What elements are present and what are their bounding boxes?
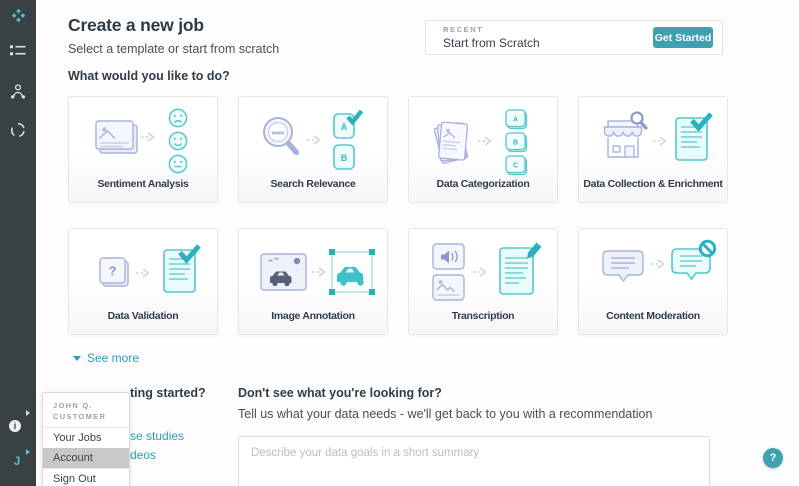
image-annotation-icon bbox=[239, 237, 387, 309]
menu-item-account[interactable]: Account bbox=[43, 448, 129, 468]
user-avatar[interactable]: J bbox=[13, 454, 21, 468]
sidebar: i J bbox=[0, 0, 36, 486]
see-more-link[interactable]: See more bbox=[73, 351, 139, 365]
svg-text:B: B bbox=[341, 153, 348, 163]
recent-item-name: Start from Scratch bbox=[443, 36, 540, 50]
templates-heading: What would you like to do? bbox=[68, 69, 230, 83]
transcription-icon bbox=[409, 237, 557, 309]
flyout-caret-icon bbox=[26, 449, 30, 455]
sidebar-item-workflows[interactable] bbox=[0, 122, 36, 138]
svg-text:A: A bbox=[513, 117, 518, 124]
user-menu-popup: JOHN Q. CUSTOMER Your Jobs Account Sign … bbox=[42, 392, 130, 486]
recent-label: RECENT bbox=[443, 25, 484, 34]
template-grid: Sentiment Analysis www A B bbox=[68, 96, 728, 335]
see-more-label: See more bbox=[87, 351, 140, 365]
card-label: Sentiment Analysis bbox=[97, 178, 189, 190]
menu-item-sign-out[interactable]: Sign Out bbox=[53, 473, 96, 485]
search-relevance-icon: www A B bbox=[239, 105, 387, 177]
chevron-down-icon bbox=[73, 355, 81, 361]
info-glyph: i bbox=[13, 421, 17, 431]
info-icon[interactable]: i bbox=[9, 420, 21, 432]
sidebar-item-contributors[interactable] bbox=[0, 84, 36, 99]
card-label: Transcription bbox=[451, 310, 515, 322]
svg-text:www: www bbox=[271, 131, 286, 137]
flyout-caret-icon bbox=[26, 410, 30, 416]
sentiment-analysis-icon bbox=[69, 105, 217, 177]
card-label: Search Relevance bbox=[270, 178, 356, 190]
figure-eight-logo-icon[interactable] bbox=[0, 8, 36, 23]
svg-text:?: ? bbox=[109, 264, 117, 279]
recent-panel: RECENT Start from Scratch Get Started bbox=[425, 20, 723, 55]
request-subheading: Tell us what your data needs - we'll get… bbox=[238, 407, 653, 421]
help-button[interactable]: ? bbox=[763, 448, 783, 468]
template-card-data-collection-enrichment[interactable]: Data Collection & Enrichment bbox=[578, 96, 728, 203]
get-started-button[interactable]: Get Started bbox=[653, 27, 713, 48]
page-subtitle: Select a template or start from scratch bbox=[68, 42, 280, 56]
request-heading: Don't see what you're looking for? bbox=[238, 386, 442, 400]
divider bbox=[43, 427, 129, 428]
sidebar-item-jobs[interactable] bbox=[0, 44, 36, 57]
template-card-transcription[interactable]: Transcription bbox=[408, 228, 558, 335]
page-title: Create a new job bbox=[68, 15, 204, 35]
refresh-icon bbox=[11, 123, 25, 137]
data-collection-enrichment-icon bbox=[579, 105, 727, 177]
menu-item-your-jobs[interactable]: Your Jobs bbox=[53, 432, 102, 444]
data-categorization-icon: A B C bbox=[409, 105, 557, 177]
card-label: Data Validation bbox=[107, 310, 179, 322]
content-moderation-icon bbox=[579, 237, 727, 309]
svg-text:B: B bbox=[513, 140, 518, 147]
case-studies-link-fragment[interactable]: se studies bbox=[130, 429, 185, 443]
svg-text:C: C bbox=[513, 163, 518, 170]
template-card-data-validation[interactable]: ? Data Validation bbox=[68, 228, 218, 335]
template-card-search-relevance[interactable]: www A B Search Relevance bbox=[238, 96, 388, 203]
team-icon bbox=[11, 84, 25, 99]
template-card-image-annotation[interactable]: Image Annotation bbox=[238, 228, 388, 335]
videos-link-fragment[interactable]: deos bbox=[130, 448, 157, 462]
user-name: JOHN Q. CUSTOMER bbox=[53, 401, 107, 421]
card-label: Data Collection & Enrichment bbox=[583, 178, 723, 190]
jobs-list-icon bbox=[10, 45, 26, 56]
template-card-sentiment-analysis[interactable]: Sentiment Analysis bbox=[68, 96, 218, 203]
recent-meta: RECENT Start from Scratch bbox=[443, 25, 653, 50]
card-label: Image Annotation bbox=[271, 310, 355, 322]
getting-started-heading-fragment: ting started? bbox=[130, 386, 206, 400]
template-card-data-categorization[interactable]: A B C Data Categorization bbox=[408, 96, 558, 203]
data-goals-textarea[interactable] bbox=[238, 436, 710, 486]
data-validation-icon: ? bbox=[69, 237, 217, 309]
template-card-content-moderation[interactable]: Content Moderation bbox=[578, 228, 728, 335]
svg-text:A: A bbox=[341, 122, 348, 132]
divider bbox=[43, 468, 129, 469]
card-label: Content Moderation bbox=[606, 310, 700, 322]
card-label: Data Categorization bbox=[436, 178, 530, 190]
